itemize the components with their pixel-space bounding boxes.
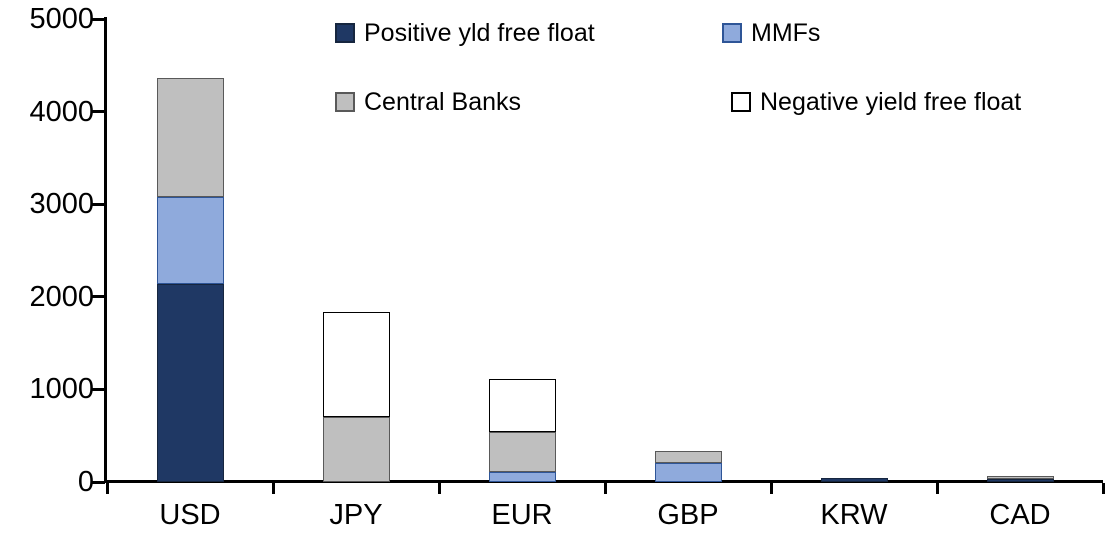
x-axis-category-label: KRW	[820, 499, 888, 531]
x-axis-tick	[769, 483, 773, 494]
bar-segment-negative-yield-free-float	[322, 311, 390, 418]
bar-segment-central-banks	[488, 432, 556, 472]
legend-label: Positive yld free float	[364, 19, 595, 47]
y-axis-tick-label: 5000	[29, 3, 94, 35]
bar-segment-mmfs	[156, 196, 224, 284]
x-axis-line	[104, 480, 1103, 483]
bar-stack-gbp	[654, 19, 722, 482]
bar-segment-mmfs	[488, 471, 556, 482]
bar-stack-krw	[820, 19, 888, 482]
y-axis-tick-label: 3000	[29, 188, 94, 221]
legend-label: Central Banks	[364, 88, 522, 116]
y-axis-tick-label: 4000	[29, 95, 94, 128]
y-axis-tick-label: 0	[77, 466, 94, 498]
y-axis-tick	[92, 17, 105, 21]
legend-label: MMFs	[751, 19, 821, 47]
x-axis-tick	[935, 483, 939, 494]
bar-stack-jpy	[322, 19, 390, 482]
y-axis-tick	[92, 480, 105, 484]
y-axis-tick-label: 2000	[29, 280, 94, 313]
x-axis-tick	[105, 483, 109, 494]
bar-segment-central-banks	[156, 78, 224, 197]
legend-swatch-positive-icon	[335, 23, 355, 43]
x-axis-tick	[603, 483, 607, 494]
y-axis-line	[104, 17, 107, 483]
legend-swatch-negative-icon	[731, 92, 751, 112]
bar-segment-mmfs	[654, 462, 722, 482]
legend-item-mmfs: MMFs	[722, 20, 820, 46]
legend-item-central-banks: Central Banks	[335, 89, 521, 115]
y-axis-tick-label: 1000	[29, 373, 94, 406]
bar-segment-positive-yld-free-float	[820, 478, 888, 482]
bar-segment-negative-yield-free-float	[488, 379, 556, 433]
x-axis-category-label: GBP	[657, 499, 719, 531]
bar-segment-positive-yld-free-float	[986, 479, 1054, 482]
y-axis-tick	[92, 202, 105, 206]
x-axis-category-label: CAD	[989, 499, 1051, 531]
bar-segment-central-banks	[322, 417, 390, 482]
bar-stack-cad	[986, 19, 1054, 482]
y-axis-tick	[92, 295, 105, 299]
y-axis-tick	[92, 387, 105, 391]
bar-stack-usd	[156, 19, 224, 482]
x-axis-tick	[437, 483, 441, 494]
x-axis-category-label: USD	[159, 499, 221, 531]
y-axis-tick	[92, 110, 105, 114]
legend-swatch-central-banks-icon	[335, 92, 355, 112]
bar-segment-positive-yld-free-float	[156, 283, 224, 482]
bar-segment-central-banks	[986, 476, 1054, 480]
legend-label: Negative yield free float	[760, 88, 1022, 116]
legend-item-negative-yield-free-float: Negative yield free float	[731, 89, 1021, 115]
x-axis-tick	[1101, 483, 1105, 494]
x-axis-category-label: EUR	[491, 499, 553, 531]
x-axis-category-label: JPY	[329, 499, 383, 531]
x-axis-tick	[271, 483, 275, 494]
legend-swatch-mmfs-icon	[722, 23, 742, 43]
legend-item-positive-yld-free-float: Positive yld free float	[335, 20, 595, 46]
bar-stack-eur	[488, 19, 556, 482]
bar-segment-central-banks	[654, 451, 722, 463]
